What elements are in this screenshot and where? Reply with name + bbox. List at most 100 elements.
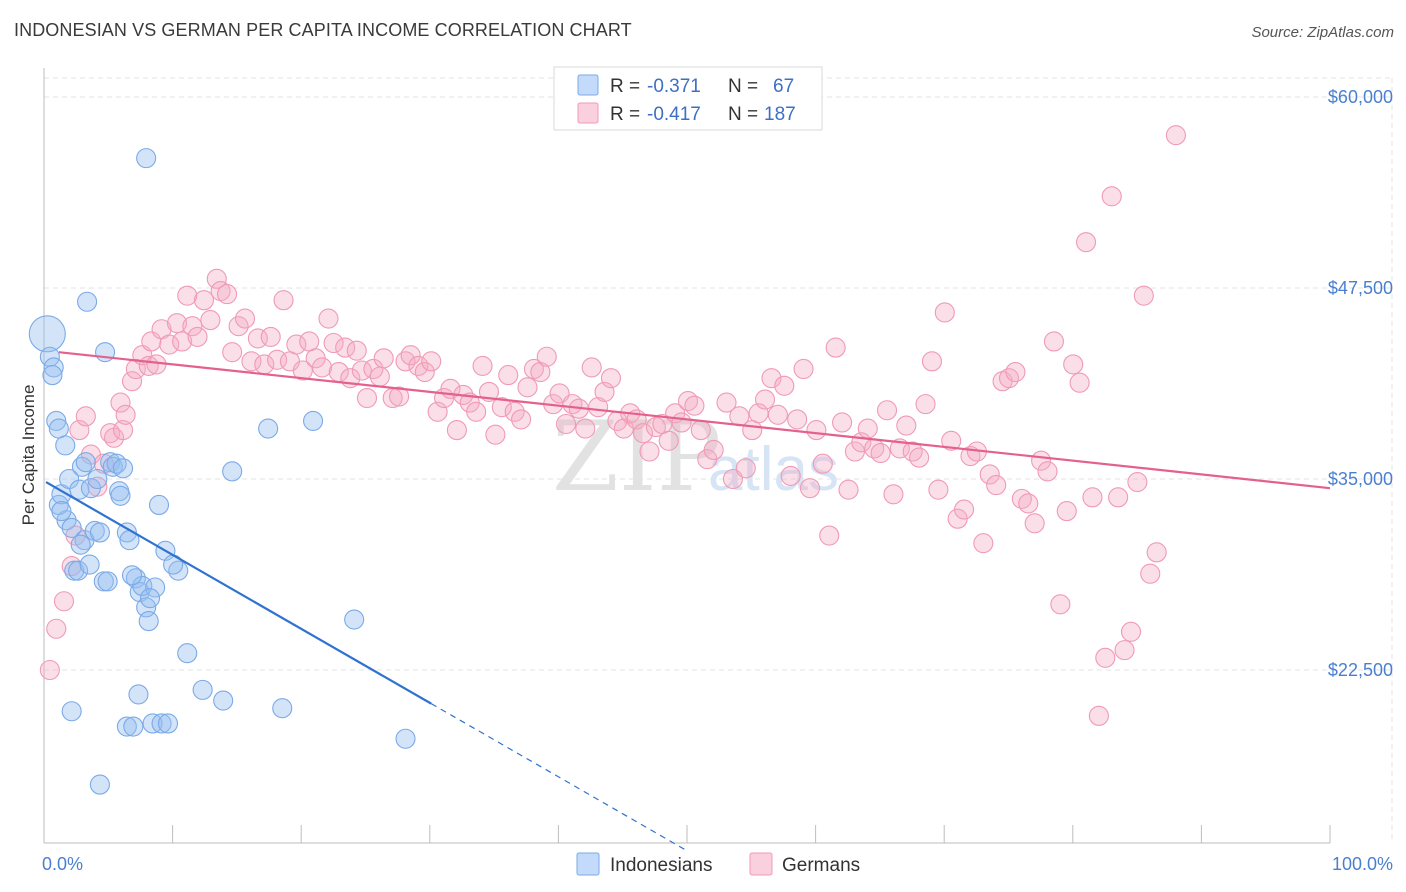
german-point-47 bbox=[312, 357, 333, 378]
german-point-41 bbox=[273, 290, 294, 311]
stats-legend: R = -0.371 N = 67 R = -0.417 N = 187 bbox=[553, 66, 823, 131]
indonesian-point-28 bbox=[112, 458, 134, 479]
indonesian-point-50 bbox=[344, 609, 365, 630]
german-point-136 bbox=[883, 484, 904, 505]
german-point-114 bbox=[742, 420, 763, 441]
indonesian-point-52 bbox=[61, 701, 82, 722]
indonesian-point-25 bbox=[102, 456, 123, 477]
indonesian-point-48 bbox=[272, 698, 293, 719]
y-tick-label-1: $47,500 bbox=[1328, 278, 1393, 298]
indonesian-point-8 bbox=[55, 435, 76, 456]
indonesian-point-62 bbox=[79, 554, 100, 575]
indonesian-point-45 bbox=[213, 690, 234, 711]
german-point-35 bbox=[234, 308, 256, 329]
indonesian-point-64 bbox=[121, 565, 143, 586]
german-point-15 bbox=[121, 371, 143, 392]
german-point-166 bbox=[1075, 232, 1097, 253]
indonesian-point-5 bbox=[48, 418, 69, 439]
german-point-161 bbox=[1043, 331, 1064, 352]
legend-n-label-1: N = bbox=[728, 76, 758, 97]
germans-swatch bbox=[577, 102, 599, 124]
y-axis-label: Per Capita Income bbox=[19, 385, 38, 526]
legend-r-label-2: R = bbox=[610, 104, 640, 125]
german-point-174 bbox=[1127, 472, 1148, 493]
german-point-177 bbox=[1146, 542, 1167, 563]
german-point-57 bbox=[369, 366, 390, 387]
german-point-155 bbox=[1005, 361, 1026, 383]
x-tick-label-1: 100.0% bbox=[1332, 854, 1393, 874]
german-point-139 bbox=[902, 441, 923, 462]
german-point-72 bbox=[466, 401, 487, 422]
indonesian-point-21 bbox=[89, 522, 110, 543]
german-point-24 bbox=[172, 331, 193, 352]
indonesian-point-55 bbox=[123, 716, 144, 737]
german-point-151 bbox=[979, 464, 1000, 485]
grid-lines bbox=[44, 77, 1393, 843]
y-tick-label-2: $35,000 bbox=[1328, 469, 1393, 489]
y-tick-label-0: $60,000 bbox=[1328, 87, 1393, 107]
legend-r-value-2: -0.417 bbox=[647, 104, 701, 125]
german-point-6 bbox=[75, 406, 96, 427]
german-point-113 bbox=[735, 458, 756, 479]
german-point-176 bbox=[1140, 563, 1161, 584]
german-point-117 bbox=[761, 368, 782, 389]
germans-trend-line bbox=[58, 351, 1331, 490]
axes bbox=[43, 68, 1331, 844]
german-point-48 bbox=[318, 308, 339, 329]
series-legend: Indonesians Germans bbox=[576, 852, 860, 876]
german-point-60 bbox=[389, 386, 410, 407]
german-point-62 bbox=[400, 345, 421, 366]
german-point-125 bbox=[812, 453, 833, 474]
german-point-134 bbox=[870, 442, 891, 464]
german-point-154 bbox=[998, 368, 1020, 389]
indonesian-point-33 bbox=[132, 575, 153, 597]
stats-legend-box bbox=[553, 66, 823, 131]
german-point-129 bbox=[838, 479, 859, 500]
german-point-37 bbox=[247, 328, 268, 349]
german-point-43 bbox=[286, 334, 307, 355]
legend-r-value-1: -0.371 bbox=[647, 76, 701, 97]
german-point-91 bbox=[588, 397, 609, 418]
german-point-64 bbox=[414, 361, 435, 383]
german-point-65 bbox=[421, 351, 442, 372]
german-point-79 bbox=[511, 409, 532, 430]
german-point-118 bbox=[767, 404, 788, 425]
german-point-55 bbox=[356, 387, 378, 409]
german-point-165 bbox=[1069, 372, 1090, 393]
german-point-36 bbox=[241, 351, 262, 372]
german-point-107 bbox=[690, 420, 711, 441]
german-point-26 bbox=[182, 316, 203, 337]
german-point-157 bbox=[1018, 493, 1039, 514]
german-point-170 bbox=[1101, 186, 1122, 207]
german-point-49 bbox=[323, 332, 344, 354]
german-point-127 bbox=[825, 337, 846, 358]
german-point-109 bbox=[703, 439, 724, 461]
german-point-147 bbox=[954, 499, 975, 520]
chart-title: INDONESIAN VS GERMAN PER CAPITA INCOME C… bbox=[14, 20, 632, 40]
indonesian-point-2 bbox=[43, 357, 64, 378]
german-point-119 bbox=[774, 375, 795, 396]
german-point-175 bbox=[1133, 285, 1154, 306]
german-point-102 bbox=[658, 430, 679, 451]
german-point-116 bbox=[754, 389, 776, 410]
german-point-135 bbox=[876, 400, 898, 421]
german-point-2 bbox=[53, 591, 75, 612]
x-tick-label-0: 0.0% bbox=[42, 854, 83, 874]
german-point-0 bbox=[39, 659, 60, 681]
indonesians-swatch bbox=[577, 74, 599, 96]
legend-n-value-2: 187 bbox=[764, 104, 796, 125]
legend-r-label-1: R = bbox=[610, 76, 640, 97]
german-point-160 bbox=[1037, 461, 1058, 482]
indonesian-point-20 bbox=[87, 468, 108, 490]
german-point-83 bbox=[536, 346, 557, 367]
german-point-123 bbox=[799, 478, 821, 499]
german-point-124 bbox=[806, 420, 827, 441]
legend-germans-swatch bbox=[749, 852, 773, 876]
german-point-93 bbox=[600, 368, 622, 389]
german-point-145 bbox=[941, 430, 962, 451]
legend-n-value-1: 67 bbox=[773, 76, 794, 97]
indonesian-point-35 bbox=[138, 611, 159, 632]
german-point-99 bbox=[639, 441, 660, 462]
german-point-110 bbox=[716, 392, 737, 413]
